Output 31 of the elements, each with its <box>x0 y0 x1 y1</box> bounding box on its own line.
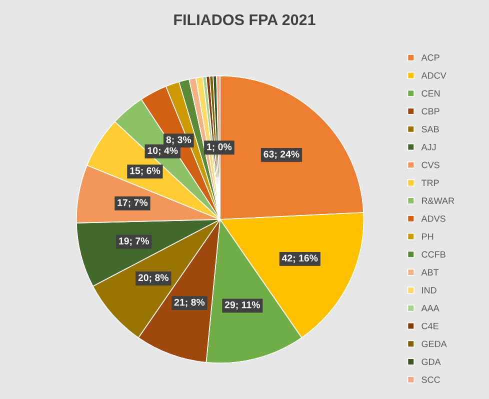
legend-label: C4E <box>422 322 438 330</box>
legend-label: SAB <box>422 126 439 132</box>
legend-label: SCC <box>422 376 440 383</box>
data-label: 1; 0% <box>207 143 232 152</box>
data-label: 10; 4% <box>148 147 178 156</box>
legend-label: AAA <box>421 305 440 312</box>
legend-label: IND <box>422 287 436 294</box>
data-label: 63; 24% <box>264 150 300 159</box>
legend-label: AJJ <box>421 144 436 150</box>
data-label: 29; 11% <box>224 301 260 310</box>
data-label: 8; 3% <box>166 136 192 145</box>
legend-label: ADVS <box>421 215 446 222</box>
legend-label: GEDA <box>422 340 447 348</box>
legend-label: CEN <box>422 90 440 97</box>
legend-label: ABT <box>421 269 439 276</box>
data-label: 20; 8% <box>138 274 169 283</box>
chart-title: FILIADOS FPA 2021 <box>174 14 316 26</box>
legend-label: TRP <box>421 180 439 186</box>
data-label: 15; 6% <box>130 167 160 176</box>
data-label: 19; 7% <box>119 238 149 246</box>
legend-label: R&WAR <box>422 198 454 204</box>
legend-label: ADCV <box>421 72 446 79</box>
data-label: 42; 16% <box>282 254 318 263</box>
legend-label: PH <box>422 233 434 240</box>
data-label: 17; 7% <box>118 199 148 208</box>
legend-label: GDA <box>422 358 441 366</box>
legend-label: CCFB <box>422 251 446 258</box>
legend-label: CVS <box>422 162 440 168</box>
data-label: 21; 8% <box>174 298 205 308</box>
legend-label: CBP <box>422 108 440 115</box>
legend-label: ACP <box>421 54 440 61</box>
